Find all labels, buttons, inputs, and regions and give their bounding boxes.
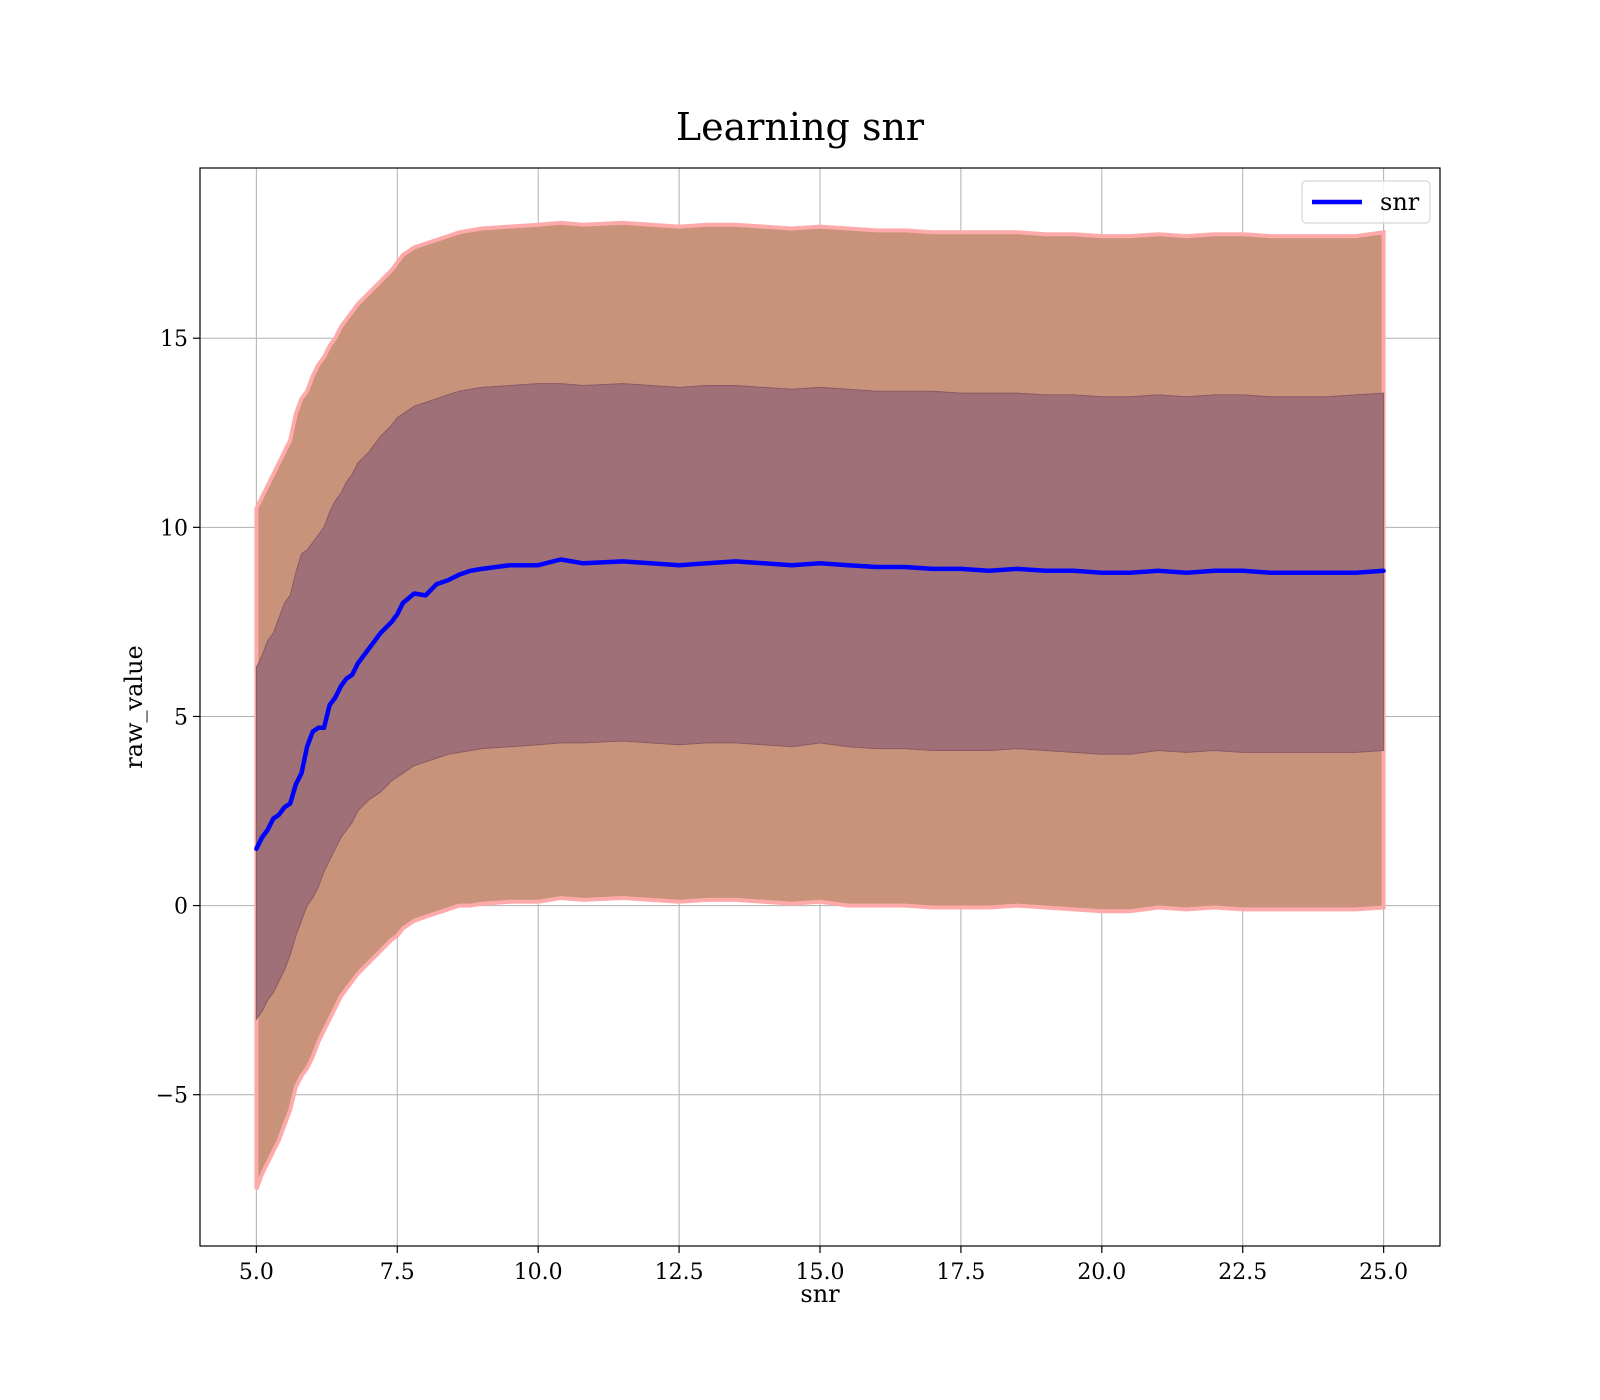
x-tick-label: 7.5	[380, 1260, 415, 1285]
legend-label: snr	[1380, 188, 1420, 216]
y-tick-label: 10	[160, 516, 188, 541]
y-tick-label: −5	[156, 1084, 188, 1109]
y-tick-label: 5	[174, 705, 188, 730]
y-axis-label: raw_value	[120, 645, 148, 769]
x-tick-label: 20.0	[1077, 1260, 1126, 1285]
x-tick-label: 5.0	[239, 1260, 274, 1285]
snr-mean-line	[254, 557, 1386, 852]
mean-line-layer	[254, 557, 1386, 852]
x-tick-label: 17.5	[936, 1260, 985, 1285]
x-axis: 5.0 7.5 10.0 12.5 15.0 17.5 20.0 22.5 25.0	[239, 1246, 1408, 1285]
x-tick-label: 22.5	[1218, 1260, 1267, 1285]
x-tick-label: 15.0	[796, 1260, 845, 1285]
x-tick-label: 25.0	[1359, 1260, 1408, 1285]
x-tick-label: 10.0	[514, 1260, 563, 1285]
legend: snr	[1301, 180, 1431, 224]
chart-title: Learning snr	[676, 105, 925, 149]
y-tick-label: 0	[174, 895, 188, 920]
inner-band-area	[255, 383, 1385, 1021]
y-tick-label: 15	[160, 327, 188, 352]
x-tick-label: 12.5	[655, 1260, 704, 1285]
x-axis-label: snr	[800, 1280, 840, 1308]
legend-box	[1301, 180, 1431, 224]
y-axis: −5 0 5 10 15	[156, 327, 200, 1109]
inner-band-layer	[255, 383, 1385, 1021]
